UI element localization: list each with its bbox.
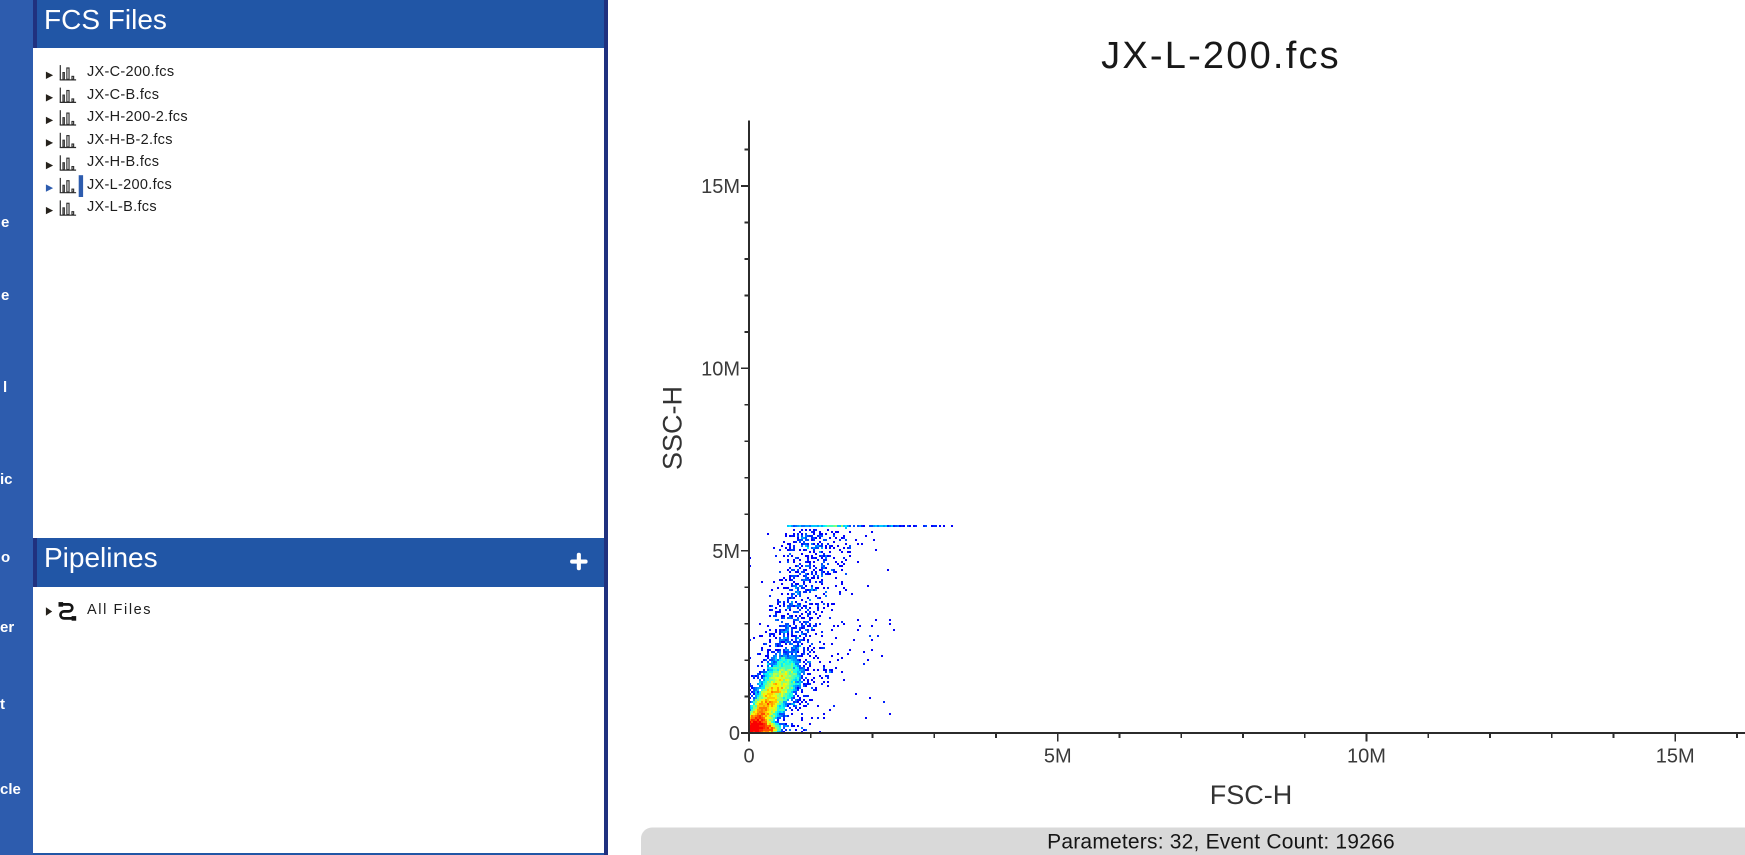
svg-text:15M: 15M [701,176,740,198]
svg-text:FSC-H: FSC-H [1210,780,1293,810]
svg-text:SSC-H: SSC-H [658,386,688,470]
svg-text:5M: 5M [1044,746,1072,768]
svg-text:JX-L-200.fcs: JX-L-200.fcs [1101,35,1341,77]
svg-text:Parameters: 32, Event Count: 1: Parameters: 32, Event Count: 19266 [1047,831,1395,854]
svg-text:0: 0 [729,723,740,745]
svg-text:15M: 15M [1656,746,1695,768]
svg-text:0: 0 [743,746,754,768]
svg-text:10M: 10M [1347,746,1386,768]
svg-text:10M: 10M [701,359,740,381]
svg-text:5M: 5M [712,541,740,563]
